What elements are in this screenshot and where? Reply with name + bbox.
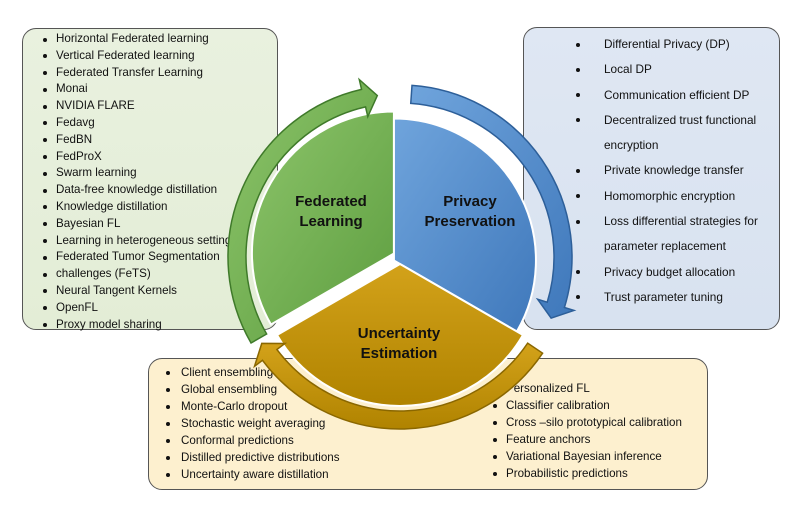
privacy-preservation-arrow — [409, 84, 577, 319]
fl-list-item: Bayesian FL — [43, 216, 237, 233]
fl-list-item: Federated Transfer Learning — [43, 65, 237, 82]
fl-list-item: Swarm learning — [43, 165, 237, 182]
pp-list-item: Privacy budget allocation — [576, 260, 787, 285]
ue-list-item: Conformal predictions — [166, 432, 340, 449]
ue-list-item: Feature anchors — [493, 431, 682, 448]
ue-list-item: Distilled predictive distributions — [166, 449, 340, 466]
pp-list-item: Homomorphic encryption — [576, 184, 787, 209]
fl-list-item: OpenFL — [43, 300, 237, 317]
ue-list-item: Variational Bayesian inference — [493, 448, 682, 465]
uncertainty-estimation-arrow — [253, 342, 544, 430]
privacy-preservation-title-line2: Preservation — [425, 213, 516, 230]
uncertainty-estimation-box: Client ensembling Global ensembling Monte-… — [148, 358, 708, 490]
pp-list-item: Decentralized trust functional encryptio… — [576, 108, 787, 159]
privacy-preservation-segment — [392, 117, 537, 333]
ue-list-item: Uncertainty aware distillation — [166, 466, 340, 483]
privacy-preservation-list: Differential Privacy (DP) Local DP Communi… — [576, 32, 787, 310]
pp-list-item: Private knowledge transfer — [576, 158, 787, 183]
federated-learning-segment — [251, 110, 395, 326]
pp-list-item: Differential Privacy (DP) — [576, 32, 787, 57]
ue-list-item: Client ensembling — [166, 364, 340, 381]
fl-list-item: Fedavg — [43, 115, 237, 132]
fl-list-item: Data-free knowledge distillation — [43, 182, 237, 199]
uncertainty-estimation-list-right: Personalized FL Classifier calibration Cro… — [493, 380, 682, 482]
ue-list-item: Cross –silo prototypical calibration — [493, 414, 682, 431]
fl-list-item: challenges (FeTS) — [43, 266, 237, 283]
uncertainty-estimation-list-left: Client ensembling Global ensembling Monte-… — [166, 364, 340, 483]
fl-list-item: NVIDIA FLARE — [43, 98, 237, 115]
federated-learning-title-line1: Federated — [295, 193, 367, 210]
federated-learning-list: Horizontal Federated learning Vertical Fe… — [43, 31, 237, 333]
fl-list-item: Proxy model sharing — [43, 317, 237, 334]
fl-list-item: FedBN — [43, 132, 237, 149]
ue-list-item: Stochastic weight averaging — [166, 415, 340, 432]
federated-learning-arrow — [227, 77, 379, 345]
fl-list-item: Learning in heterogeneous settings — [43, 233, 237, 250]
uncertainty-estimation-segment — [275, 262, 525, 408]
ue-list-item: Classifier calibration — [493, 397, 682, 414]
fl-list-item: Monai — [43, 81, 237, 98]
federated-learning-title-line2: Learning — [299, 213, 362, 230]
ue-list-item: Probabilistic predictions — [493, 465, 682, 482]
fl-list-item: Vertical Federated learning — [43, 48, 237, 65]
ue-list-item: Monte-Carlo dropout — [166, 398, 340, 415]
fl-list-item: FedProX — [43, 149, 237, 166]
pp-list-item: Trust parameter tuning — [576, 285, 787, 310]
pp-list-item: Local DP — [576, 57, 787, 82]
fl-list-item: Neural Tangent Kernels — [43, 283, 237, 300]
fl-list-item: Federated Tumor Segmentation — [43, 249, 237, 266]
fl-list-item: Knowledge distillation — [43, 199, 237, 216]
fl-list-item: Horizontal Federated learning — [43, 31, 237, 48]
uncertainty-estimation-title-line1: Uncertainty — [358, 325, 441, 342]
federated-learning-box: Horizontal Federated learning Vertical Fe… — [22, 28, 278, 333]
pp-list-item: Communication efficient DP — [576, 83, 787, 108]
pp-list-item: Loss differential strategies for paramet… — [576, 209, 787, 260]
privacy-preservation-title-line1: Privacy — [443, 193, 497, 210]
uncertainty-estimation-title-line2: Estimation — [361, 345, 438, 362]
ue-list-item: Global ensembling — [166, 381, 340, 398]
